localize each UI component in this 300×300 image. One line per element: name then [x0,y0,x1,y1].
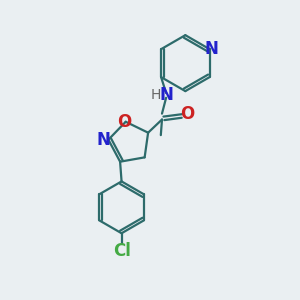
Text: N: N [159,86,173,104]
Text: O: O [180,105,194,123]
Text: N: N [96,131,110,149]
Text: N: N [205,40,219,58]
Text: O: O [117,113,131,131]
Text: Cl: Cl [112,242,130,260]
Text: H: H [151,88,161,102]
